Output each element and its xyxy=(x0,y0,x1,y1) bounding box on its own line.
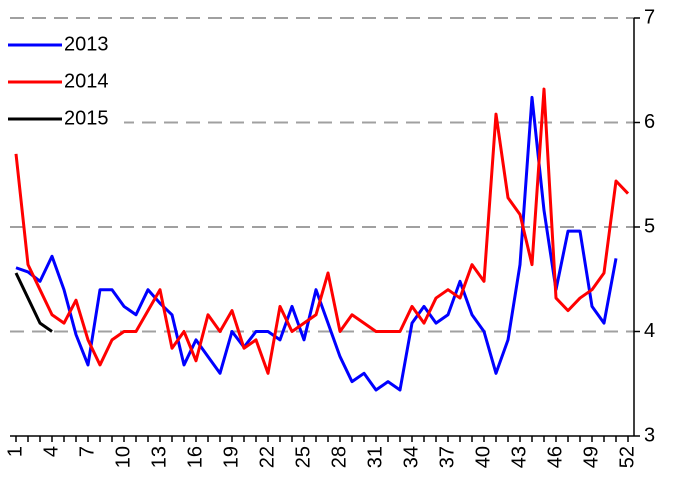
y-tick-label: 7 xyxy=(644,6,655,28)
x-tick-label: 52 xyxy=(616,446,638,468)
x-tick-label: 4 xyxy=(40,446,62,457)
x-tick-label: 37 xyxy=(436,446,458,468)
legend-box xyxy=(0,26,124,130)
x-tick-label: 22 xyxy=(256,446,278,468)
series-line xyxy=(14,87,630,375)
x-tick-label: 7 xyxy=(76,446,98,457)
x-tick-label: 46 xyxy=(544,446,566,468)
x-tick-label: 34 xyxy=(400,446,422,468)
x-tick-label: 43 xyxy=(508,446,530,468)
x-tick-label: 13 xyxy=(148,446,170,468)
x-tick-label: 28 xyxy=(328,446,350,468)
x-tick-label: 1 xyxy=(4,446,26,457)
x-tick-label: 19 xyxy=(220,446,242,468)
x-tick-label: 49 xyxy=(580,446,602,468)
legend-label: 2015 xyxy=(64,107,109,129)
x-tick-label: 16 xyxy=(184,446,206,468)
x-tick-label: 31 xyxy=(364,446,386,468)
y-tick-label: 3 xyxy=(644,424,655,446)
y-tick-label: 4 xyxy=(644,320,655,342)
y-tick-label: 5 xyxy=(644,215,655,237)
series-line xyxy=(14,272,53,333)
y-tick-label: 6 xyxy=(644,111,655,133)
x-tick-label: 40 xyxy=(472,446,494,468)
x-tick-label: 10 xyxy=(112,446,134,468)
legend-label: 2014 xyxy=(64,70,109,92)
legend-label: 2013 xyxy=(64,33,109,55)
x-tick-label: 25 xyxy=(292,446,314,468)
series-line xyxy=(15,95,618,392)
